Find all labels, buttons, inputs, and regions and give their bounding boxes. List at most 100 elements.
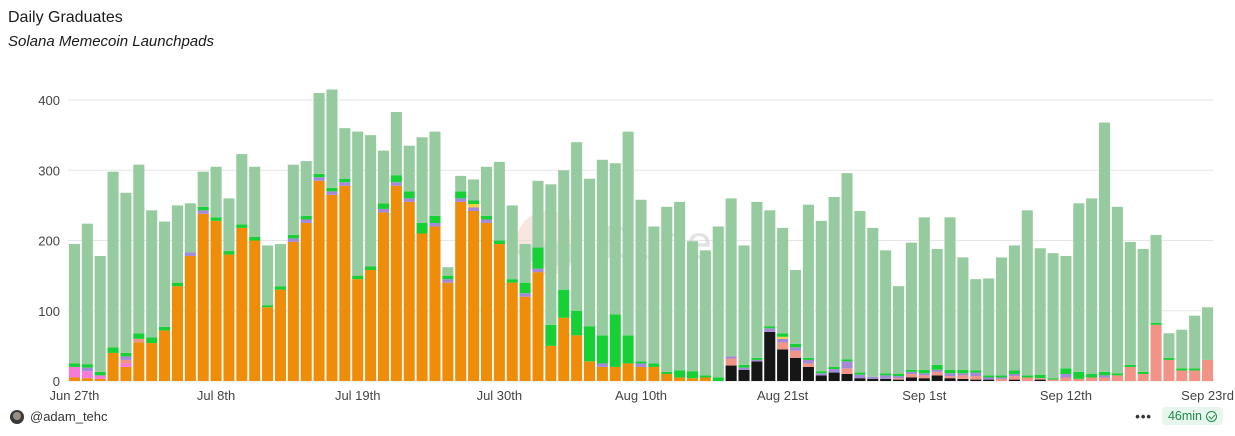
bar-segment (596, 363, 608, 367)
bar-segment (274, 244, 286, 287)
bar-segment (159, 326, 171, 331)
bar-segment (300, 215, 312, 220)
bar-segment (699, 250, 711, 376)
bar-segment (1111, 206, 1123, 374)
bar-segment (815, 375, 827, 381)
bar-segment (545, 324, 557, 346)
bar-segment (802, 357, 814, 360)
bar-segment (81, 367, 93, 372)
bar-segment (648, 363, 660, 367)
bar-segment (545, 345, 557, 381)
bar-segment (133, 342, 145, 381)
bar-segment (120, 192, 132, 353)
bar-segment (120, 352, 132, 357)
bar-segment (468, 207, 480, 212)
author-handle[interactable]: @adam_tehc (30, 409, 108, 424)
bar-segment (159, 330, 171, 381)
bar-segment (480, 215, 493, 220)
bar-segment (880, 375, 892, 379)
bar-segment (815, 373, 827, 376)
bar-segment (1137, 248, 1149, 372)
bar-segment (918, 373, 930, 376)
bar-segment (583, 178, 596, 327)
bar-segment (68, 366, 80, 378)
bar-segment (789, 350, 802, 358)
bar-segment (931, 248, 943, 365)
bar-segment (171, 205, 183, 283)
bar-segment (854, 378, 866, 381)
bar-segment (493, 161, 505, 241)
bar-segment (223, 251, 235, 255)
bar-segment (751, 201, 763, 358)
bar-segment (1176, 368, 1188, 371)
bar-segment (365, 266, 377, 271)
bar-segment (1021, 377, 1033, 381)
bar-segment (957, 375, 969, 379)
bar-segment (905, 377, 917, 381)
author-block[interactable]: @adam_tehc (10, 409, 108, 424)
avatar (10, 409, 24, 424)
bar-segment (1073, 203, 1085, 372)
bar-segment (686, 371, 699, 379)
bar-segment (918, 217, 930, 370)
bar-segment (1150, 322, 1162, 325)
refresh-badge[interactable]: 46min (1161, 407, 1223, 425)
bar-segment (468, 200, 480, 204)
bar-segment (390, 182, 402, 186)
bar-segment (1189, 370, 1201, 381)
bar-segment (738, 245, 750, 365)
bar-segment (764, 328, 776, 332)
bar-segment (468, 179, 480, 201)
bar-segment (236, 224, 248, 228)
bar-segment (635, 363, 647, 367)
bar-segment (94, 371, 106, 376)
bar-segment (596, 366, 608, 381)
bar-segment (493, 244, 505, 381)
bar-segment (1086, 373, 1098, 378)
bar-segment (133, 338, 145, 343)
bar-segment (983, 278, 995, 376)
bar-segment (970, 379, 982, 381)
bar-segment (262, 305, 274, 308)
bar-segment (403, 198, 415, 202)
bar-segment (1034, 248, 1046, 375)
bar-segment (996, 378, 1008, 381)
bar-segment (841, 359, 853, 362)
bar-segment (377, 212, 390, 381)
bar-segment (262, 245, 274, 306)
bar-segment (571, 335, 583, 381)
bar-segment (197, 213, 209, 381)
bar-segment (777, 336, 789, 339)
bar-segment (197, 171, 209, 207)
bar-segment (480, 219, 493, 223)
bar-segment (583, 326, 596, 362)
bar-segment (571, 310, 583, 336)
bar-segment (210, 166, 222, 218)
bar-segment (133, 164, 145, 334)
bar-segment (326, 191, 338, 195)
bar-segment (429, 131, 441, 216)
bar-segment (751, 359, 763, 362)
bar-segment (635, 361, 647, 364)
bar-segment (1202, 359, 1214, 381)
bar-segment (506, 205, 518, 280)
bar-segment (905, 242, 917, 370)
bar-segment (1034, 378, 1046, 380)
bar-segment (159, 221, 171, 327)
bar-segment (880, 378, 892, 381)
bar-segment (558, 170, 570, 290)
bar-segment (725, 358, 737, 366)
bar-segment (287, 164, 299, 235)
bar-segment (1047, 378, 1059, 380)
bar-segment (326, 187, 338, 192)
bar-segment (1034, 379, 1046, 381)
bar-segment (429, 215, 441, 223)
bar-segment (1124, 241, 1136, 365)
bar-segment (970, 372, 982, 377)
bar-segment (892, 286, 905, 374)
bar-segment (236, 154, 248, 225)
bar-segment (764, 331, 776, 381)
more-options-icon[interactable]: ••• (1135, 408, 1152, 424)
chart-subtitle: Solana Memecoin Launchpads (8, 33, 214, 50)
bar-segment (1099, 375, 1111, 378)
